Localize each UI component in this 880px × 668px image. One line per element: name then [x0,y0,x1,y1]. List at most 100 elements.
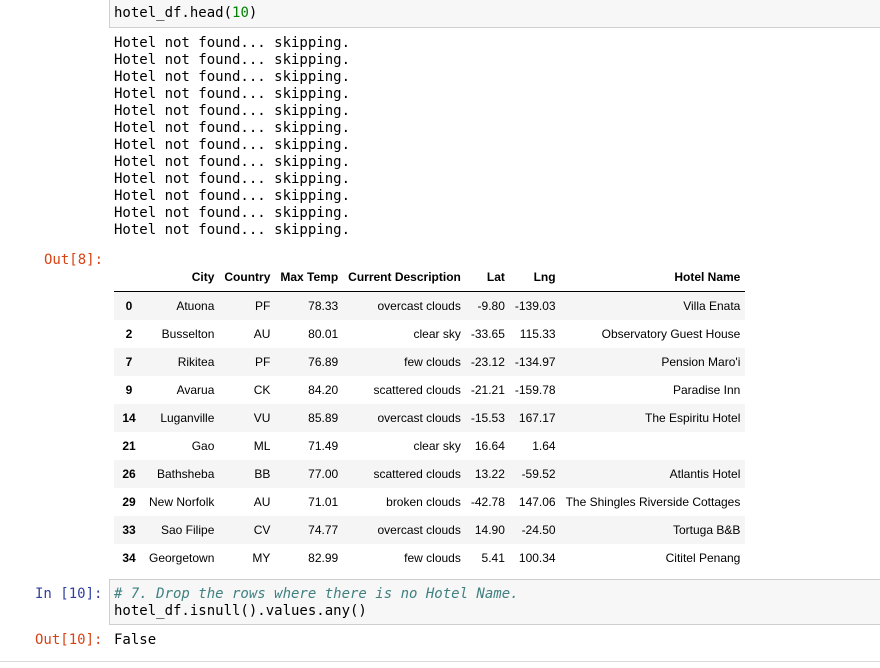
table-cell: AU [253,495,271,509]
table-cell: MY [252,551,271,565]
row-index: 29 [122,495,136,509]
table-cell: -139.03 [514,299,556,313]
column-header: Lat [465,263,510,292]
table-row: 7 Rikitea PF 76.89 few clouds -23.12 -134.97 Pe… [114,348,746,376]
table-cell: Avarua [176,383,215,397]
table-cell: PF [255,355,271,369]
table-cell: 74.77 [308,523,339,537]
table-cell: PF [255,299,271,313]
table-cell: Tortuga B&B [672,523,741,537]
table-cell: Georgetown [149,551,215,565]
out-prompt-8: Out[8]: [44,252,104,268]
stdout-line: Hotel not found... skipping. [114,188,351,204]
table-cell: -42.78 [470,495,505,509]
table-cell [561,432,746,460]
table-cell: Bathsheba [156,467,215,481]
cell-divider [0,661,880,662]
table-cell: Rikitea [177,355,215,369]
table-row: 9 Avarua CK 84.20 scattered clouds -21.21 -159… [114,376,745,404]
table-cell: CV [253,523,271,537]
table-cell: clear sky [413,439,461,453]
row-index: 2 [125,327,133,341]
table-row: 14 Luganville VU 85.89 overcast clouds -15.53… [114,404,746,432]
stdout-line: Hotel not found... skipping. [114,171,351,187]
table-cell: Sao Filipe [161,523,215,537]
table-cell: scattered clouds [373,467,461,481]
table-cell: 115.33 [519,327,556,341]
output-result: False [114,632,157,648]
table-cell: -23.12 [470,355,505,369]
stdout-line: Hotel not found... skipping. [114,52,351,68]
code-line: hotel_df.isnull().values.any() [114,603,367,619]
table-cell: 84.20 [308,383,339,397]
table-cell: 14.90 [474,523,505,537]
table-row: 33 Sao Filipe CV 74.77 overcast clouds 14.90 -… [114,516,746,544]
table-cell: overcast clouds [377,411,461,425]
code-line: hotel_df.head(10) [114,5,257,21]
code-cell-8-input[interactable]: hotel_df.head(10) [109,0,880,28]
table-cell: broken clouds [386,495,461,509]
table-cell: 71.49 [308,439,339,453]
table-cell: -9.80 [477,299,505,313]
row-index: 21 [122,439,136,453]
table-cell: 16.64 [474,439,505,453]
row-index: 33 [122,523,136,537]
table-cell: ML [253,439,271,453]
table-cell: 13.22 [474,467,505,481]
table-cell: Atlantis Hotel [669,467,741,481]
table-cell: Villa Enata [683,299,741,313]
table-cell: 82.99 [308,551,339,565]
table-cell: 71.01 [308,495,339,509]
table-cell: Pension Maro'i [661,355,741,369]
column-header: Max Temp [275,263,344,292]
column-header: Hotel Name [560,263,746,292]
table-cell: BB [254,467,271,481]
row-index: 34 [122,551,136,565]
table-cell: clear sky [413,327,461,341]
table-row: 26 Bathsheba BB 77.00 scattered clouds 13.22 -… [114,460,746,488]
stdout-line: Hotel not found... skipping. [114,35,351,51]
index-header [114,263,144,292]
table-cell: few clouds [404,355,461,369]
in-prompt-10: In [10]: [35,586,103,602]
table-cell: Busselton [161,327,215,341]
table-cell: scattered clouds [373,383,461,397]
table-cell: -59.52 [521,467,556,481]
table-cell: -15.53 [470,411,505,425]
table-cell: 85.89 [308,411,339,425]
column-header: Country [219,263,276,292]
stdout-line: Hotel not found... skipping. [114,103,351,119]
code-cell-10-input[interactable]: # 7. Drop the rows where there is no Hot… [109,579,880,625]
code-text: hotel_df.head( [114,5,233,21]
stdout-line: Hotel not found... skipping. [114,86,351,102]
table-cell: 78.33 [308,299,339,313]
table-cell: Atuona [176,299,215,313]
column-header: Current Description [343,263,466,292]
table-row: 21 Gao ML 71.49 clear sky 16.64 1.64 [114,432,745,460]
row-index: 7 [125,355,133,369]
table-cell: 76.89 [308,355,339,369]
table-cell: Gao [191,439,215,453]
column-header: Lng [509,263,561,292]
stdout-line: Hotel not found... skipping. [114,222,351,238]
table-cell: 1.64 [532,439,556,453]
table-cell: -33.65 [470,327,505,341]
table-cell: overcast clouds [377,523,461,537]
table-row: 2 Busselton AU 80.01 clear sky -33.65 115.33 Ob… [114,320,745,348]
out-prompt-10: Out[10]: [35,632,103,648]
table-cell: -134.97 [514,355,556,369]
table-cell: Observatory Guest House [601,327,741,341]
table-cell: Paradise Inn [672,383,741,397]
table-cell: 167.17 [518,411,556,425]
stdout-line: Hotel not found... skipping. [114,205,351,221]
code-number: 10 [232,5,249,21]
table-row: 34 Georgetown MY 82.99 few clouds 5.41 100.34 C… [114,544,745,572]
stdout-line: Hotel not found... skipping. [114,69,351,85]
table-cell: CK [253,383,271,397]
table-cell: overcast clouds [377,299,461,313]
row-index: 14 [122,411,136,425]
table-cell: AU [253,327,271,341]
table-cell: Cititel Penang [665,551,741,565]
stdout-line: Hotel not found... skipping. [114,137,351,153]
dataframe-table: City Country Max Temp Current Description La… [114,263,746,572]
